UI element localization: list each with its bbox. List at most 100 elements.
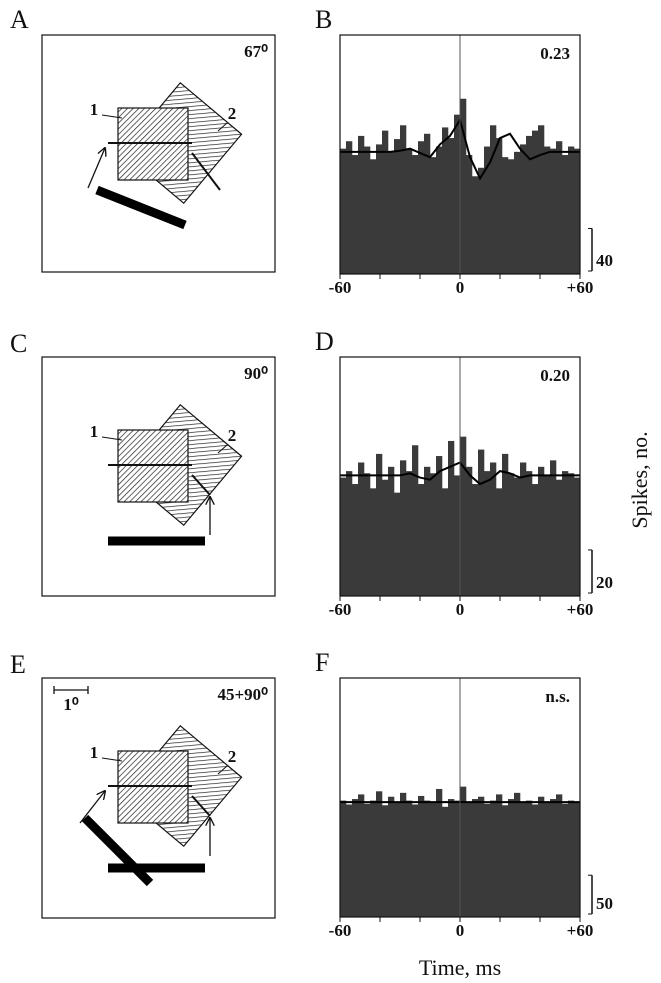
angle-label: 45+90⁰ xyxy=(217,685,268,704)
angle-label: 90⁰ xyxy=(244,364,268,383)
bar xyxy=(364,803,371,917)
bar xyxy=(466,802,473,917)
bar xyxy=(358,135,365,274)
bar xyxy=(550,460,557,596)
bar xyxy=(436,456,443,596)
bar xyxy=(568,146,575,274)
bar xyxy=(508,159,515,274)
bar xyxy=(538,466,545,596)
x-tick-label: -60 xyxy=(329,600,352,619)
bar xyxy=(388,466,395,596)
bar xyxy=(514,477,521,596)
panel-letter: F xyxy=(315,648,329,677)
bar xyxy=(454,800,461,917)
stimulus-label: 1 xyxy=(90,743,99,762)
annotation: 0.23 xyxy=(540,44,570,63)
bar xyxy=(556,141,563,274)
bar xyxy=(376,791,383,917)
bar xyxy=(496,488,503,596)
bar xyxy=(388,151,395,274)
bar xyxy=(346,471,353,596)
bar xyxy=(340,148,347,274)
bar xyxy=(556,794,563,917)
bar xyxy=(442,488,449,596)
bar xyxy=(370,159,377,274)
bar xyxy=(418,484,425,596)
stimulus-label: 1 xyxy=(90,100,99,119)
stimulus-label: 2 xyxy=(228,426,237,445)
bar xyxy=(574,802,581,917)
bar xyxy=(436,146,443,274)
bar xyxy=(448,799,455,917)
x-tick-label: +60 xyxy=(567,278,594,297)
bar xyxy=(478,449,485,596)
bar xyxy=(520,462,527,596)
bar xyxy=(508,799,515,917)
bar xyxy=(484,146,491,274)
bar xyxy=(400,125,407,275)
bar xyxy=(472,799,479,917)
bar xyxy=(352,155,359,274)
bar xyxy=(502,157,509,274)
bar xyxy=(346,804,353,917)
x-tick-label: +60 xyxy=(567,600,594,619)
bar xyxy=(352,484,359,596)
bar xyxy=(382,805,389,917)
bar xyxy=(430,802,437,917)
annotation: n.s. xyxy=(545,687,570,706)
bar xyxy=(532,484,539,596)
bar xyxy=(568,800,575,917)
panel-letter: E xyxy=(10,650,26,679)
bar xyxy=(454,114,461,275)
bar xyxy=(532,804,539,917)
bar xyxy=(394,802,401,917)
bar xyxy=(382,130,389,274)
bar xyxy=(370,800,377,917)
bar xyxy=(430,473,437,596)
bar xyxy=(484,803,491,917)
bar xyxy=(526,135,533,274)
bar xyxy=(406,471,413,596)
bar xyxy=(520,144,527,274)
bar xyxy=(574,148,581,274)
bar xyxy=(370,488,377,596)
bar xyxy=(376,144,383,274)
bar xyxy=(478,796,485,917)
stimulus-label: 2 xyxy=(228,104,237,123)
bar xyxy=(418,141,425,274)
bar xyxy=(400,460,407,596)
bar xyxy=(556,479,563,596)
bar xyxy=(418,795,425,917)
bar xyxy=(544,475,551,596)
bar xyxy=(352,799,359,917)
bar xyxy=(502,453,509,596)
bar xyxy=(532,130,539,274)
x-tick-label: -60 xyxy=(329,278,352,297)
bar xyxy=(460,786,467,917)
diagram-a: 67⁰ 1 2 xyxy=(41,34,276,273)
bar xyxy=(394,139,401,274)
bar xyxy=(466,466,473,596)
scale-label: 20 xyxy=(596,573,613,592)
bar xyxy=(340,800,347,917)
bar xyxy=(490,125,497,275)
bar xyxy=(412,155,419,274)
bar xyxy=(526,471,533,596)
bar xyxy=(568,473,575,596)
bar xyxy=(550,799,557,917)
bar xyxy=(424,800,431,917)
bar xyxy=(490,462,497,596)
bar xyxy=(448,138,455,274)
scale-label: 40 xyxy=(596,251,613,270)
bar xyxy=(382,479,389,596)
bar xyxy=(394,492,401,596)
bar xyxy=(490,800,497,917)
bar xyxy=(454,475,461,596)
bar xyxy=(514,792,521,917)
bar xyxy=(520,802,527,917)
bar xyxy=(412,804,419,917)
bar xyxy=(388,796,395,917)
x-tick-label: +60 xyxy=(567,921,594,940)
bar xyxy=(442,806,449,917)
